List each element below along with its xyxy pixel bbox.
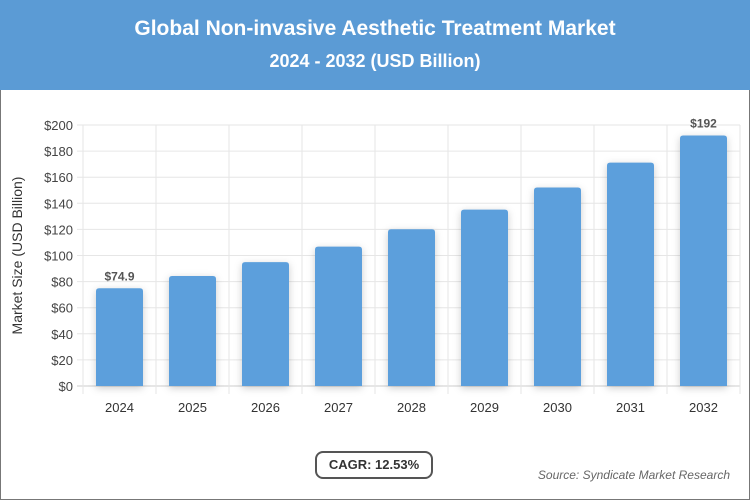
y-tick-label: $160 [44, 170, 73, 185]
chart-title: Global Non-invasive Aesthetic Treatment … [134, 17, 616, 40]
source-note: Source: Syndicate Market Research [537, 468, 730, 482]
chart-subtitle: 2024 - 2032 (USD Billion) [269, 51, 481, 71]
x-tick-label: 2030 [543, 400, 572, 415]
cagr-badge: CAGR: 12.53% [315, 451, 433, 479]
data-label: $74.9 [104, 269, 134, 283]
x-tick-label: 2025 [178, 400, 207, 415]
bar-2026 [242, 262, 289, 386]
bar-2028 [388, 229, 435, 386]
bar-2025 [169, 275, 216, 386]
data-label: $192 [690, 116, 717, 130]
x-tick-label: 2024 [105, 400, 134, 415]
y-tick-label: $0 [59, 379, 73, 394]
y-tick-label: $80 [51, 275, 73, 290]
y-tick-label: $20 [51, 353, 73, 368]
x-tick-label: 2032 [689, 400, 718, 415]
x-tick-label: 2028 [397, 400, 426, 415]
y-tick-label: $120 [44, 222, 73, 237]
y-tick-label: $60 [51, 301, 73, 316]
bar-2030 [534, 187, 581, 386]
bar-2024 [96, 288, 143, 386]
y-tick-label: $140 [44, 196, 73, 211]
y-tick-label: $200 [44, 118, 73, 133]
bar-2032 [680, 135, 727, 386]
y-tick-label: $100 [44, 249, 73, 264]
x-tick-label: 2027 [324, 400, 353, 415]
bar-2027 [315, 246, 362, 386]
x-tick-label: 2026 [251, 400, 280, 415]
y-tick-label: $180 [44, 144, 73, 159]
y-tick-label: $40 [51, 327, 73, 342]
bar-2031 [607, 162, 654, 386]
x-tick-label: 2029 [470, 400, 499, 415]
chart-header: Global Non-invasive Aesthetic Treatment … [0, 0, 750, 90]
x-tick-label: 2031 [616, 400, 645, 415]
bar-2029 [461, 209, 508, 386]
y-axis-title: Market Size (USD Billion) [9, 177, 25, 335]
